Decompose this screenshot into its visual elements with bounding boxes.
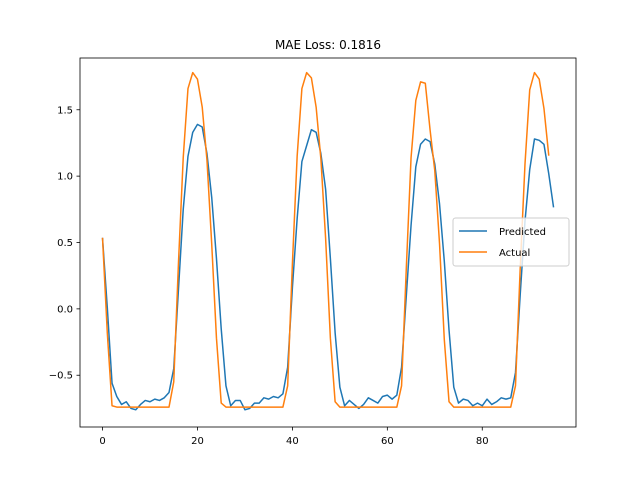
x-tick-label: 0 (99, 436, 105, 447)
series-line-actual (101, 71, 550, 408)
x-tick-label: 80 (476, 436, 489, 447)
series-line-predicted (101, 123, 555, 411)
y-tick-label: 0.5 (57, 238, 73, 249)
x-axis: 0 20 40 60 80 (99, 427, 489, 447)
legend-label-predicted: Predicted (499, 227, 546, 238)
x-tick-label: 60 (381, 436, 394, 447)
x-tick-label: 40 (286, 436, 299, 447)
legend-box (452, 217, 570, 267)
y-tick-label: 0.0 (57, 304, 73, 315)
y-axis: −0.5 0.0 0.5 1.0 1.5 (49, 105, 80, 382)
y-tick-label: 1.0 (57, 172, 73, 183)
chart-title: MAE Loss: 0.1816 (275, 38, 381, 52)
y-tick-label: 1.5 (57, 105, 73, 116)
x-tick-label: 20 (191, 436, 204, 447)
y-tick-label: −0.5 (49, 371, 73, 382)
legend-label-actual: Actual (499, 248, 530, 259)
legend: Predicted Actual (452, 217, 570, 267)
